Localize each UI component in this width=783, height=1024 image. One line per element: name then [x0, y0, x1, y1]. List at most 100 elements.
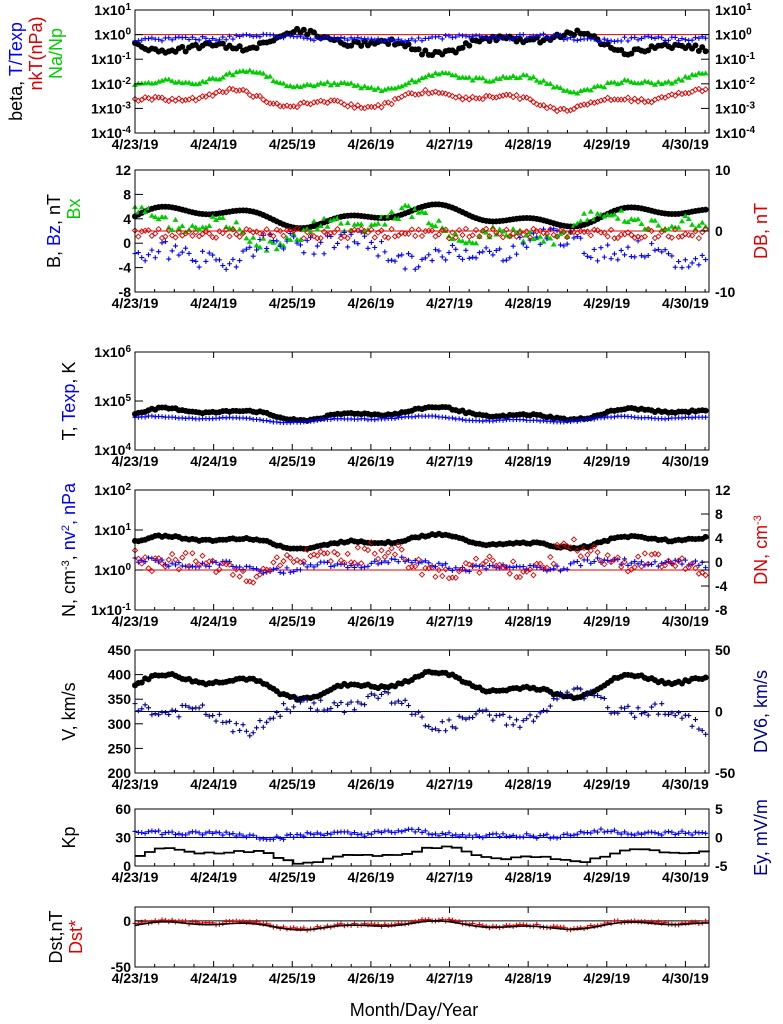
bx-point — [209, 213, 216, 219]
texp-ratio-point — [335, 37, 341, 43]
na-np-point — [510, 72, 517, 78]
bz-point — [649, 241, 655, 247]
texp-ratio-point — [436, 34, 442, 40]
db-point — [206, 230, 213, 237]
beta-point — [358, 42, 365, 49]
dv6-point — [676, 710, 682, 716]
dv6-point — [348, 699, 354, 705]
dv6-point — [625, 703, 631, 709]
x-tick-label: 4/29/19 — [583, 453, 630, 469]
dv6-point — [692, 717, 698, 723]
texp-ratio-point — [689, 37, 695, 43]
x-tick-label: 4/23/19 — [112, 136, 159, 152]
x-tick-label: 4/27/19 — [426, 453, 473, 469]
ey-point — [142, 830, 148, 836]
dn-point — [239, 567, 247, 575]
bz-point — [470, 254, 476, 260]
nv2-point — [564, 566, 570, 572]
bz-point — [193, 258, 199, 264]
texp-ratio-point — [520, 32, 526, 38]
ey-point — [308, 831, 314, 837]
dv6-point — [480, 708, 486, 714]
texp-ratio-point — [642, 34, 648, 40]
na-np-point — [506, 74, 513, 80]
ey-point — [520, 834, 526, 840]
y-tick-label: 400 — [108, 667, 132, 683]
dn-point — [229, 571, 237, 578]
dn-point — [621, 558, 628, 566]
nv2-point — [547, 567, 553, 573]
nv2-point — [200, 560, 206, 566]
bz-point — [142, 258, 148, 264]
texp-ratio-point — [230, 36, 236, 42]
ey-point — [439, 830, 445, 836]
nv2-point — [230, 563, 236, 569]
bz-point — [351, 239, 357, 245]
bz-point — [402, 266, 408, 272]
dv6-point — [162, 710, 168, 716]
nkt-point — [246, 91, 253, 99]
bx-point — [192, 224, 199, 230]
dv6-point — [203, 711, 209, 717]
na-np-point — [294, 83, 301, 89]
bz-point — [176, 252, 182, 258]
x-tick-label: 4/23/19 — [112, 613, 159, 629]
nkt-point — [641, 98, 648, 106]
dv6-point — [223, 719, 229, 725]
texp-ratio-point — [389, 37, 395, 43]
bz-point — [314, 243, 320, 249]
na-np-point — [564, 87, 571, 93]
dn-point — [361, 545, 368, 552]
x-tick-label: 4/23/19 — [112, 869, 159, 885]
bz-point — [287, 231, 293, 237]
nkt-point — [148, 96, 156, 104]
bz-point — [368, 239, 374, 245]
nv2-point — [635, 561, 641, 567]
db-point — [304, 228, 311, 236]
bx-point — [398, 205, 405, 211]
y-axis-label: N, cm-3, nv2, nPa — [59, 482, 79, 617]
dn-point — [672, 562, 679, 570]
beta-point — [300, 26, 307, 33]
ey-point — [557, 834, 563, 840]
texp-point — [591, 416, 597, 422]
dn-point — [344, 550, 351, 557]
bz-point — [466, 255, 472, 261]
bz-point — [203, 258, 209, 264]
nkt-point — [162, 97, 169, 104]
x-tick-label: 4/26/19 — [348, 295, 395, 311]
nv2-point — [649, 561, 655, 567]
dn-point — [172, 556, 179, 563]
beta-point — [452, 49, 459, 56]
texp-point — [541, 418, 547, 424]
dv6-point — [537, 710, 543, 716]
db-point — [388, 225, 395, 233]
dn-point — [388, 545, 395, 552]
nv2-point — [385, 560, 391, 566]
bz-point — [149, 247, 155, 253]
y-tick-label: 1x106 — [94, 344, 131, 361]
dn-point — [469, 562, 476, 569]
texp-ratio-point — [203, 35, 209, 41]
nv2-point — [247, 564, 253, 570]
dv6-point — [277, 713, 283, 719]
dv6-point — [507, 714, 513, 720]
nkt-point — [550, 105, 557, 112]
dv6-point — [436, 728, 442, 734]
nkt-point — [526, 96, 534, 103]
texp-ratio-point — [345, 37, 351, 43]
na-np-point — [587, 87, 594, 93]
x-tick-label: 4/28/19 — [505, 453, 552, 469]
bx-point — [273, 246, 280, 252]
db-point — [577, 227, 584, 235]
y-right-tick-label: -4 — [715, 578, 728, 594]
nv2-point — [439, 562, 445, 568]
bz-point — [281, 246, 287, 252]
nv2-point — [308, 562, 314, 568]
na-np-point — [624, 77, 631, 83]
db-point — [550, 231, 557, 239]
plot-frame — [134, 351, 710, 451]
bz-point — [426, 252, 432, 258]
bz-point — [500, 258, 506, 264]
na-np-point — [530, 74, 537, 80]
